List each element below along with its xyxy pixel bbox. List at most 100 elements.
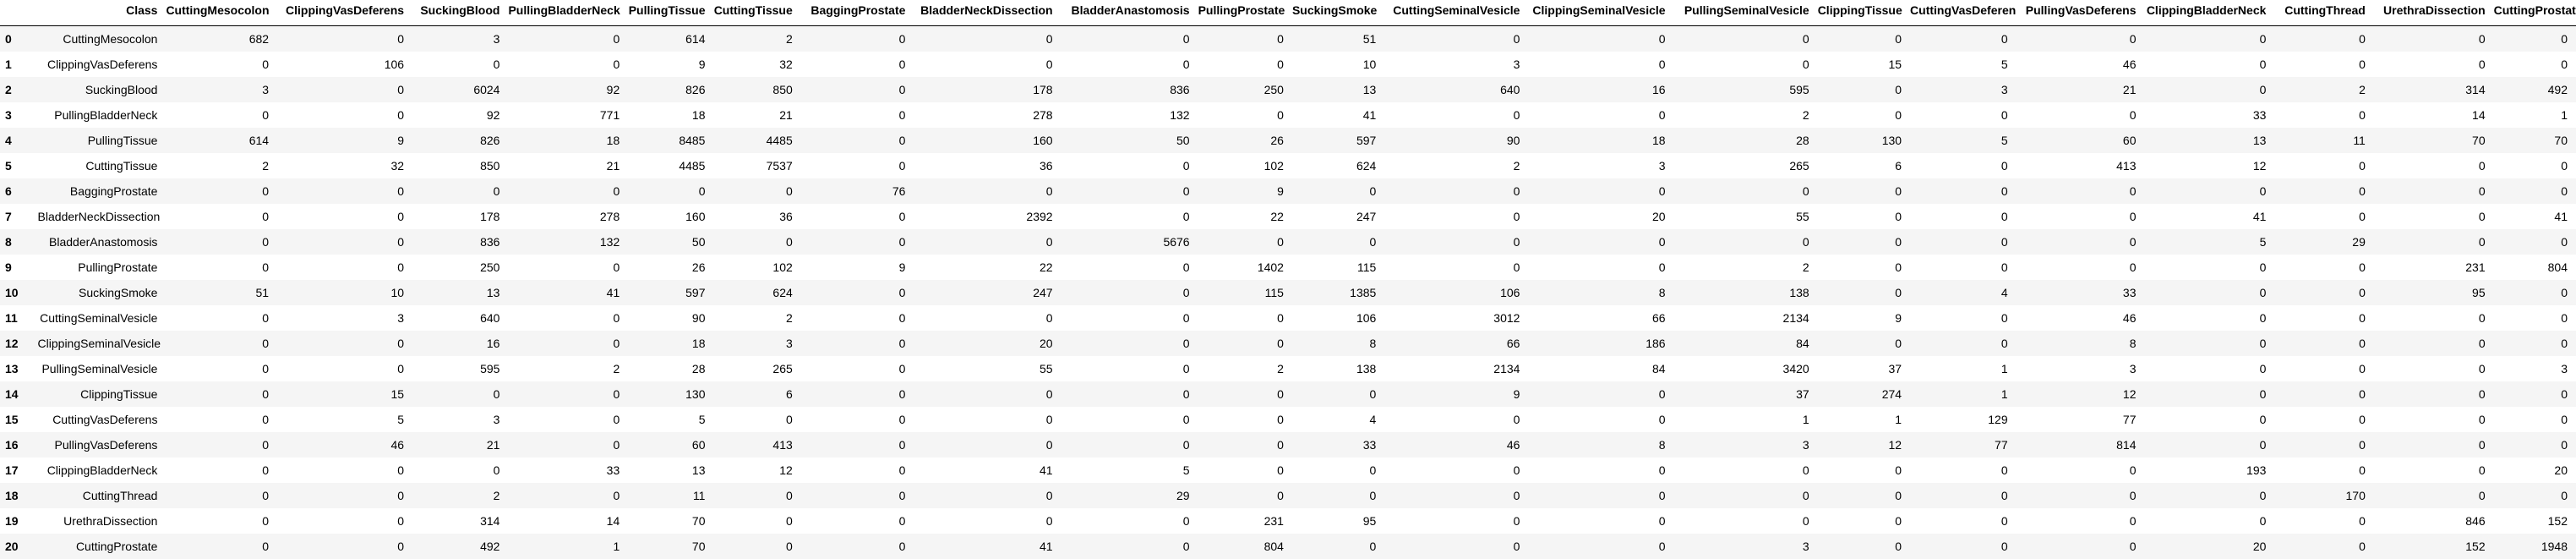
row-class-label: CuttingVasDeferens [38, 407, 166, 432]
table-cell: 70 [628, 508, 713, 534]
table-cell: 3 [1910, 77, 2017, 102]
table-cell: 0 [914, 407, 1061, 432]
table-cell: 90 [1384, 128, 1528, 153]
table-cell: 22 [1198, 204, 1292, 229]
table-cell: 0 [914, 432, 1061, 458]
table-cell: 5 [1910, 52, 2017, 77]
table-cell: 0 [2374, 229, 2494, 255]
table-cell: 265 [713, 356, 800, 381]
table-cell: 0 [1384, 483, 1528, 508]
table-cell: 9 [628, 52, 713, 77]
table-cell: 0 [166, 178, 277, 204]
table-cell: 614 [166, 128, 277, 153]
table-cell: 0 [1198, 458, 1292, 483]
table-cell: 6024 [412, 77, 508, 102]
table-cell: 28 [628, 356, 713, 381]
table-cell: 0 [1528, 178, 1673, 204]
table-cell: 0 [2494, 305, 2576, 331]
table-cell: 3012 [1384, 305, 1528, 331]
table-cell: 0 [1910, 204, 2017, 229]
table-cell: 0 [166, 255, 277, 280]
table-cell: 0 [1528, 508, 1673, 534]
table-cell: 250 [1198, 77, 1292, 102]
column-header: CuttingTissue [713, 0, 800, 26]
table-cell: 814 [2017, 432, 2145, 458]
table-cell: 84 [1528, 356, 1673, 381]
table-cell: 1385 [1292, 280, 1384, 305]
table-cell: 0 [1818, 331, 1910, 356]
table-cell: 0 [2145, 407, 2275, 432]
table-cell: 13 [412, 280, 508, 305]
table-cell: 130 [1818, 128, 1910, 153]
table-cell: 0 [277, 178, 412, 204]
table-cell: 640 [1384, 77, 1528, 102]
table-cell: 9 [1198, 178, 1292, 204]
table-cell: 0 [2274, 331, 2373, 356]
table-cell: 2 [1198, 356, 1292, 381]
row-index: 6 [0, 178, 38, 204]
table-cell: 804 [2494, 255, 2576, 280]
table-cell: 90 [628, 305, 713, 331]
table-cell: 0 [166, 381, 277, 407]
table-cell: 37 [1818, 356, 1910, 381]
table-cell: 0 [2274, 508, 2373, 534]
table-cell: 0 [277, 458, 412, 483]
table-cell: 0 [1384, 204, 1528, 229]
table-cell: 624 [1292, 153, 1384, 178]
table-cell: 0 [1818, 229, 1910, 255]
table-cell: 36 [914, 153, 1061, 178]
column-header: BaggingProstate [801, 0, 914, 26]
table-cell: 0 [1528, 483, 1673, 508]
row-class-label: BaggingProstate [38, 178, 166, 204]
table-cell: 0 [914, 508, 1061, 534]
table-cell: 21 [508, 153, 628, 178]
row-index: 14 [0, 381, 38, 407]
table-cell: 12 [2017, 381, 2145, 407]
table-cell: 14 [508, 508, 628, 534]
table-cell: 0 [2374, 381, 2494, 407]
table-cell: 0 [2274, 52, 2373, 77]
table-cell: 1 [1818, 407, 1910, 432]
table-cell: 0 [508, 381, 628, 407]
table-cell: 0 [713, 483, 800, 508]
table-cell: 0 [1910, 178, 2017, 204]
row-class-label: CuttingThread [38, 483, 166, 508]
table-cell: 0 [1062, 280, 1198, 305]
table-cell: 0 [1818, 77, 1910, 102]
table-cell: 0 [1384, 229, 1528, 255]
table-cell: 15 [1818, 52, 1910, 77]
table-cell: 0 [2017, 458, 2145, 483]
table-cell: 0 [2145, 305, 2275, 331]
table-cell: 595 [412, 356, 508, 381]
table-cell: 0 [2374, 26, 2494, 52]
row-index: 9 [0, 255, 38, 280]
table-cell: 0 [1198, 52, 1292, 77]
row-index: 8 [0, 229, 38, 255]
table-cell: 3420 [1674, 356, 1818, 381]
table-cell: 3 [166, 77, 277, 102]
table-cell: 850 [412, 153, 508, 178]
table-cell: 130 [628, 381, 713, 407]
table-cell: 0 [1198, 26, 1292, 52]
table-cell: 0 [2145, 77, 2275, 102]
table-cell: 0 [2274, 280, 2373, 305]
table-cell: 9 [1384, 381, 1528, 407]
table-cell: 5 [1910, 128, 2017, 153]
table-cell: 0 [1062, 204, 1198, 229]
column-header: BladderAnastomosis [1062, 0, 1198, 26]
table-cell: 50 [1062, 128, 1198, 153]
table-cell: 0 [277, 26, 412, 52]
table-cell: 2134 [1384, 356, 1528, 381]
table-cell: 0 [1198, 483, 1292, 508]
table-cell: 32 [277, 153, 412, 178]
table-cell: 0 [1528, 26, 1673, 52]
column-header: CuttingVasDeferens [1910, 0, 2017, 26]
table-cell: 492 [2494, 77, 2576, 102]
row-class-label: ClippingVasDeferens [38, 52, 166, 77]
table-cell: 0 [166, 204, 277, 229]
